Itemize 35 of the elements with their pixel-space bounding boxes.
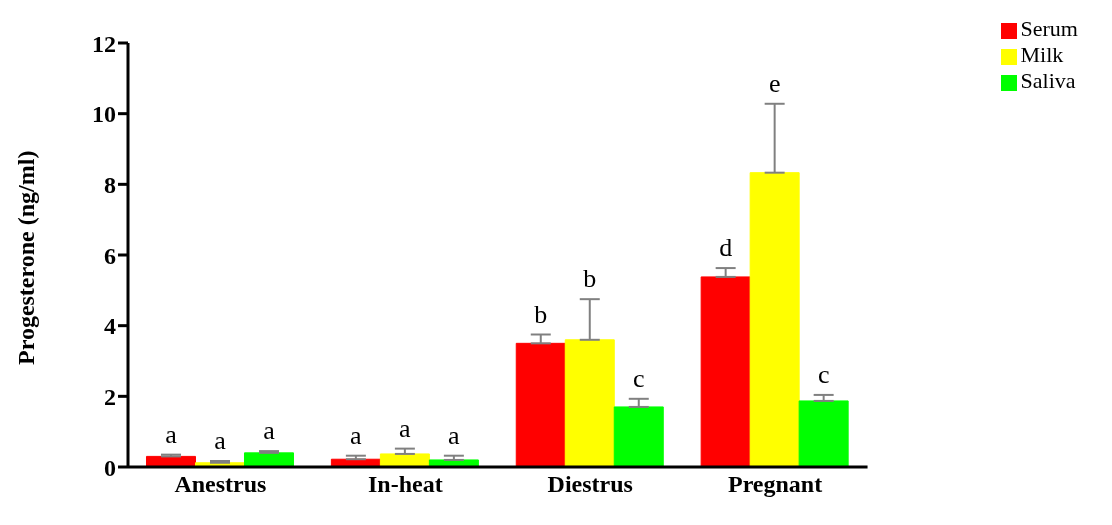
bar [515, 342, 566, 467]
y-tick-label: 2 [104, 383, 116, 410]
x-tick-label: Pregnant [727, 471, 823, 498]
y-axis-title: Progesterone (ng/ml) [12, 150, 39, 365]
legend-label: Saliva [1020, 68, 1076, 93]
y-tick-label: 4 [104, 313, 116, 340]
y-tick-label: 8 [104, 171, 116, 198]
bar [749, 172, 800, 467]
y-tick-label: 0 [104, 454, 116, 481]
bar [145, 455, 196, 467]
data-label: c [632, 363, 645, 393]
data-label: a [448, 420, 461, 450]
bar [798, 400, 849, 467]
y-tick-label: 6 [104, 242, 116, 269]
x-tick-label: In-heat [367, 471, 443, 498]
data-label: b [583, 264, 597, 294]
data-label: a [399, 413, 412, 443]
legend-label: Milk [1020, 42, 1064, 67]
data-label: a [263, 416, 276, 446]
bar [564, 339, 615, 467]
bar [700, 276, 751, 467]
data-label: a [165, 419, 178, 449]
bar [243, 452, 294, 467]
y-tick-label: 12 [92, 30, 116, 57]
bar [613, 406, 664, 467]
data-label: a [350, 420, 363, 450]
data-label: b [534, 299, 548, 329]
legend-label: Serum [1020, 16, 1078, 41]
x-tick-label: Anestrus [174, 471, 267, 498]
data-label: a [214, 425, 227, 455]
data-label: c [817, 359, 830, 389]
data-label: d [719, 233, 733, 263]
data-label: e [768, 68, 781, 98]
y-tick-label: 10 [92, 101, 116, 128]
x-tick-label: Diestrus [547, 471, 633, 498]
